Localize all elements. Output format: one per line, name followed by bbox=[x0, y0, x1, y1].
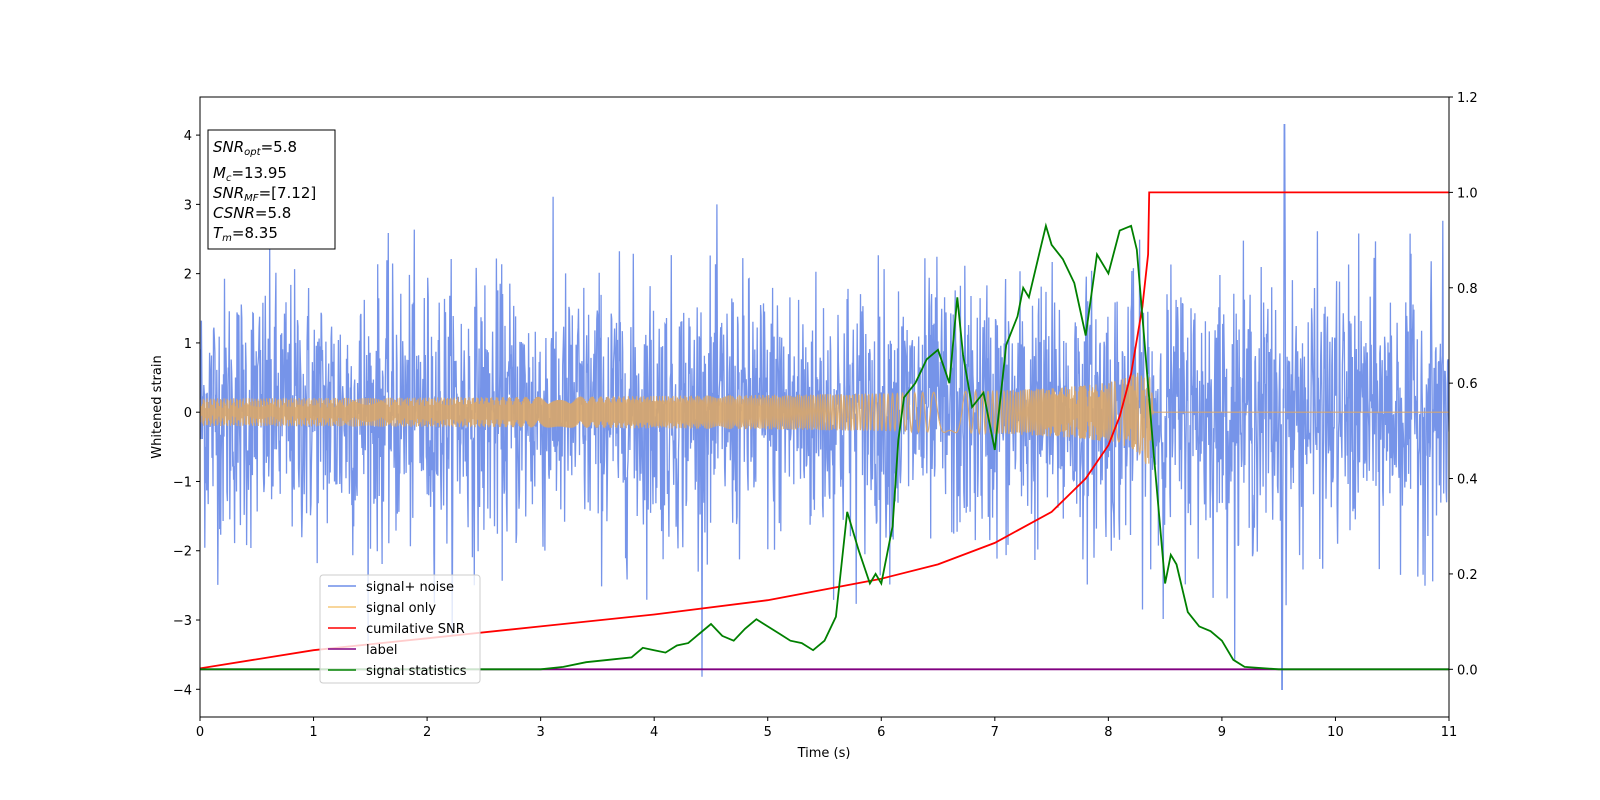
x-tick-label: 2 bbox=[423, 725, 431, 740]
info-snr-opt: SNRopt=5.8 bbox=[213, 138, 297, 158]
x-axis-label: Time (s) bbox=[797, 746, 851, 761]
legend-label-signal-noise: signal+ noise bbox=[366, 580, 454, 595]
y2-tick-label: 0.4 bbox=[1457, 473, 1478, 488]
x-tick-label: 4 bbox=[650, 725, 658, 740]
y2-axis-ticks: 1.2 1.0 0.8 0.6 0.4 0.2 0.0 bbox=[1449, 91, 1478, 678]
y2-tick-label: 0.6 bbox=[1457, 377, 1478, 392]
x-tick-label: 6 bbox=[877, 725, 885, 740]
y-tick-label: 2 bbox=[184, 268, 192, 283]
info-snr-mf: SNRMF=[7.12] bbox=[213, 184, 316, 204]
x-axis-ticks: 0 1 2 3 4 5 6 7 8 9 10 11 bbox=[196, 717, 1457, 740]
y-tick-label: 3 bbox=[184, 198, 192, 213]
series-cumilative-snr bbox=[200, 191, 1449, 670]
y-tick-label: −2 bbox=[173, 545, 192, 560]
x-tick-label: 1 bbox=[309, 725, 317, 740]
x-tick-label: 11 bbox=[1441, 725, 1458, 740]
y-tick-label: 1 bbox=[184, 337, 192, 352]
x-tick-label: 5 bbox=[764, 725, 772, 740]
x-tick-label: 7 bbox=[991, 725, 999, 740]
x-tick-label: 9 bbox=[1218, 725, 1226, 740]
info-box: SNRopt=5.8 Mc=13.95 SNRMF=[7.12] CSNR=5.… bbox=[207, 129, 336, 250]
info-box-frame bbox=[207, 129, 336, 250]
y-tick-label: 4 bbox=[184, 129, 192, 144]
legend: signal+ noise signal only cumilative SNR… bbox=[319, 574, 481, 684]
legend-label-cumulative-snr: cumilative SNR bbox=[366, 622, 465, 637]
x-tick-label: 0 bbox=[196, 725, 204, 740]
y2-tick-label: 0.0 bbox=[1457, 663, 1478, 678]
info-mc: Mc=13.95 bbox=[213, 164, 287, 184]
legend-label-signal-only: signal only bbox=[366, 601, 436, 616]
series-signal-statistics bbox=[200, 222, 1449, 671]
series-signal-only bbox=[200, 372, 1449, 464]
y-tick-label: −1 bbox=[173, 475, 192, 490]
y-axis-label: Whitened strain bbox=[150, 355, 165, 458]
y2-tick-label: 1.2 bbox=[1457, 91, 1478, 106]
x-tick-label: 10 bbox=[1327, 725, 1344, 740]
y2-tick-label: 1.0 bbox=[1457, 186, 1478, 201]
y-axis-ticks: 4 3 2 1 0 −1 −2 −3 −4 bbox=[173, 129, 200, 698]
y-tick-label: −4 bbox=[173, 683, 192, 698]
info-csnr: CSNR=5.8 bbox=[213, 204, 291, 222]
plot-frame bbox=[199, 96, 1450, 718]
x-tick-label: 3 bbox=[536, 725, 544, 740]
y-tick-label: 0 bbox=[184, 406, 192, 421]
x-tick-label: 8 bbox=[1104, 725, 1112, 740]
y2-tick-label: 0.2 bbox=[1457, 568, 1478, 583]
y-tick-label: −3 bbox=[173, 614, 192, 629]
info-tm: Tm=8.35 bbox=[213, 224, 278, 244]
y2-tick-label: 0.8 bbox=[1457, 282, 1478, 297]
legend-label-label: label bbox=[366, 643, 397, 658]
legend-label-signal-statistics: signal statistics bbox=[366, 664, 467, 679]
legend-frame bbox=[319, 574, 481, 684]
